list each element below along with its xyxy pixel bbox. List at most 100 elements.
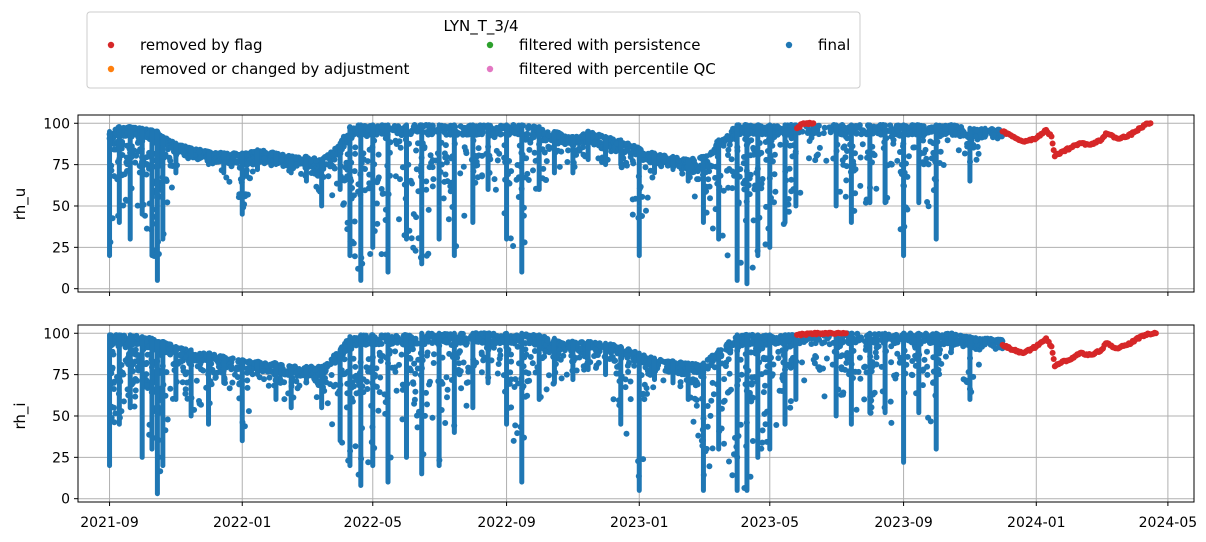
data-point	[425, 131, 432, 138]
data-point	[445, 216, 452, 223]
data-point	[1048, 133, 1055, 140]
data-point	[373, 128, 380, 135]
data-point	[110, 386, 117, 392]
data-point	[975, 150, 982, 157]
data-point	[872, 349, 879, 356]
data-point	[143, 171, 150, 178]
data-point	[905, 153, 912, 160]
data-point	[710, 149, 717, 156]
legend-marker	[486, 65, 494, 73]
data-point	[312, 366, 319, 373]
data-point	[749, 438, 756, 444]
data-point	[721, 376, 728, 383]
data-point	[394, 339, 401, 346]
data-point	[423, 252, 430, 259]
data-point	[460, 163, 467, 170]
data-point	[749, 379, 756, 386]
data-point	[564, 159, 571, 165]
data-point	[543, 158, 550, 165]
data-point	[823, 355, 830, 362]
data-point	[840, 389, 847, 396]
data-point	[877, 130, 884, 137]
data-point	[341, 177, 348, 184]
data-point	[861, 396, 868, 403]
data-point	[821, 124, 828, 131]
data-point	[724, 133, 731, 139]
data-point	[249, 168, 256, 175]
data-point	[691, 193, 698, 200]
data-point	[111, 404, 117, 411]
plot-frame	[77, 114, 1195, 293]
data-point	[944, 137, 951, 144]
data-point	[954, 338, 961, 344]
data-point	[710, 354, 717, 361]
data-point	[508, 358, 515, 365]
data-point	[182, 386, 189, 393]
data-point	[120, 398, 127, 405]
data-point	[973, 127, 980, 134]
data-point	[762, 382, 768, 389]
data-point	[442, 337, 449, 344]
grid	[78, 325, 1194, 502]
data-point	[197, 361, 204, 367]
data-point	[409, 346, 416, 353]
data-point	[641, 396, 648, 403]
data-point	[960, 376, 967, 383]
data-point	[558, 375, 565, 382]
data-point	[177, 358, 184, 365]
data-point	[871, 389, 878, 396]
data-point	[430, 360, 437, 366]
data-point	[442, 420, 449, 426]
data-point	[773, 422, 780, 428]
legend-marker	[107, 41, 115, 49]
data-point	[179, 379, 186, 386]
data-point	[374, 220, 381, 227]
data-point	[328, 372, 335, 378]
data-point	[760, 389, 767, 396]
data-point	[365, 459, 372, 466]
data-point	[475, 145, 482, 152]
data-point	[197, 154, 204, 161]
data-point	[630, 349, 637, 356]
data-point	[443, 159, 450, 166]
legend-label: removed by flag	[140, 36, 263, 54]
data-point	[623, 430, 630, 437]
data-point	[342, 348, 348, 355]
legend-title: LYN_T_3/4	[443, 17, 518, 36]
data-point	[644, 194, 651, 201]
data-point	[133, 351, 140, 358]
data-point	[444, 386, 451, 393]
data-point	[311, 374, 318, 381]
data-point	[691, 157, 697, 164]
data-point	[839, 352, 846, 359]
y-tick-label: 0	[61, 282, 70, 298]
data-point	[557, 356, 564, 363]
data-point	[797, 189, 804, 196]
data-point	[373, 200, 380, 207]
data-point	[525, 370, 532, 377]
data-point	[413, 147, 420, 154]
data-point	[411, 396, 418, 403]
data-point	[294, 385, 301, 392]
data-point	[362, 187, 368, 194]
data-point	[508, 339, 515, 346]
data-point	[526, 377, 533, 384]
data-point	[111, 419, 118, 426]
data-point	[424, 401, 430, 408]
data-point	[313, 394, 320, 401]
data-point	[192, 351, 199, 358]
data-point	[842, 330, 849, 337]
data-point	[873, 344, 880, 351]
data-point	[855, 337, 862, 344]
data-point	[442, 171, 449, 178]
data-point	[456, 371, 463, 378]
data-point	[455, 350, 462, 356]
data-point	[352, 363, 359, 370]
data-point	[725, 184, 732, 191]
data-point	[423, 389, 429, 396]
data-point	[853, 406, 860, 413]
data-point	[247, 175, 253, 182]
data-point	[530, 332, 536, 339]
data-point	[627, 378, 634, 385]
data-point	[643, 207, 649, 214]
